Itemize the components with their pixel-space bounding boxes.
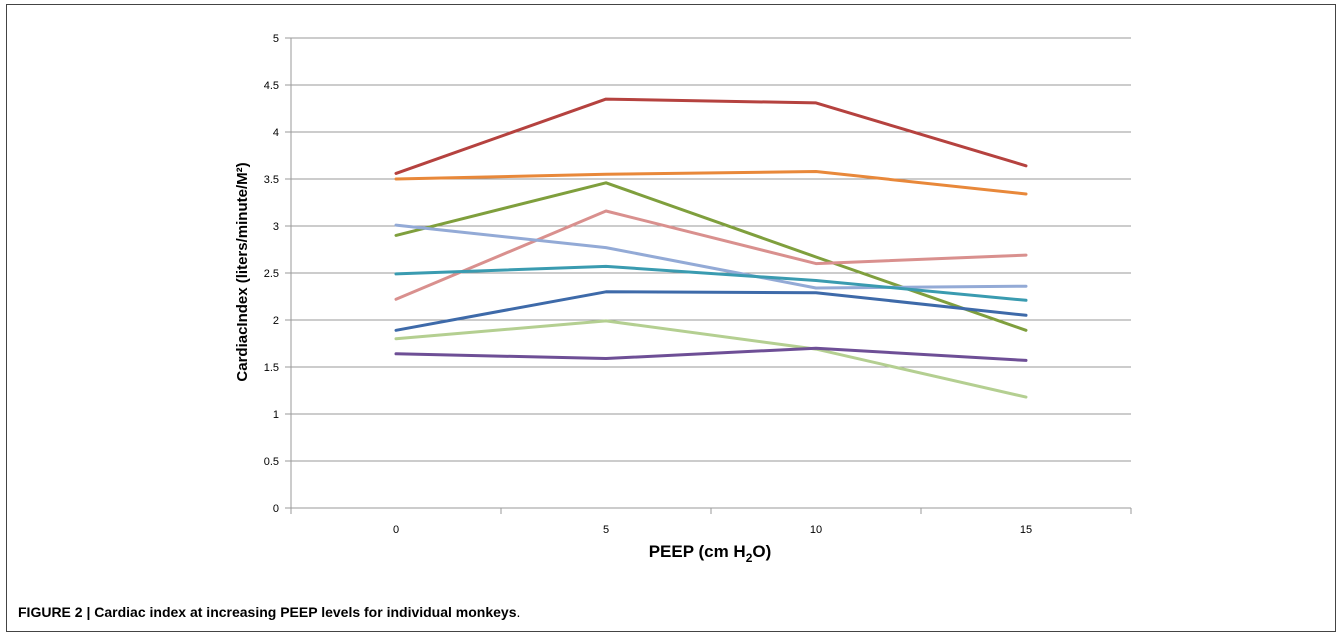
y-tick-label: 4.5 [264, 80, 279, 92]
series-lines [394, 97, 1028, 399]
x-tick-label: 15 [1020, 524, 1032, 536]
caption-label: FIGURE 2 | Cardiac index at increasing P… [18, 604, 517, 620]
y-tick-label: 2.5 [264, 268, 279, 280]
y-tick-labels: 0 0.5 1 1.5 2 2.5 3 3.5 4 4.5 5 [264, 33, 279, 515]
y-tick-label: 3.5 [264, 174, 279, 186]
x-axis-label-subscript: 2 [746, 551, 753, 565]
figure-caption: FIGURE 2 | Cardiac index at increasing P… [18, 604, 520, 620]
series-line-3 [394, 181, 1028, 332]
series-line-8 [394, 319, 1028, 399]
x-axis-label-main: PEEP (cm H [649, 542, 746, 561]
series-line-7 [394, 290, 1028, 332]
y-tick-label: 2 [273, 315, 279, 327]
y-tick-label: 3 [273, 221, 279, 233]
y-tick-label: 1.5 [264, 362, 279, 374]
series-line-5 [394, 223, 1028, 290]
x-axis-label: PEEP (cm H2O) [649, 542, 772, 565]
y-axis-label: CardiacIndex (liters/minute/M²) [234, 162, 251, 381]
series-line-1 [394, 97, 1028, 175]
y-tick-label: 0.5 [264, 456, 279, 468]
figure-frame [6, 4, 1336, 632]
y-tick-label: 1 [273, 409, 279, 421]
x-axis-label-tail: O) [752, 542, 771, 561]
series-line-4 [394, 209, 1028, 301]
y-tick-label: 0 [273, 503, 279, 515]
series-line-2 [394, 170, 1028, 196]
y-tick-label: 4 [273, 127, 279, 139]
x-tick-labels: 0 5 10 15 [393, 524, 1032, 536]
axes [290, 38, 1132, 514]
x-tick-label: 10 [810, 524, 822, 536]
caption-period: . [516, 604, 521, 620]
x-tick-label: 5 [603, 524, 609, 536]
series-line-9 [394, 346, 1028, 362]
line-chart: 0 0.5 1 1.5 2 2.5 3 3.5 4 4.5 5 0 5 10 15 CardiacInde… [234, 33, 1132, 565]
series-line-6 [394, 264, 1028, 302]
x-tick-label: 0 [393, 524, 399, 536]
y-tick-label: 5 [273, 33, 279, 45]
